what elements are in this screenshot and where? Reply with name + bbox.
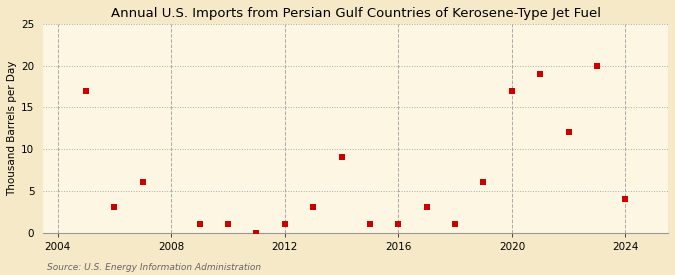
Title: Annual U.S. Imports from Persian Gulf Countries of Kerosene-Type Jet Fuel: Annual U.S. Imports from Persian Gulf Co… [111, 7, 601, 20]
Point [138, 180, 148, 185]
Point [592, 64, 603, 68]
Point [393, 222, 404, 226]
Point [336, 155, 347, 160]
Y-axis label: Thousand Barrels per Day: Thousand Barrels per Day [7, 60, 17, 196]
Point [308, 205, 319, 210]
Point [364, 222, 375, 226]
Point [563, 130, 574, 134]
Text: Source: U.S. Energy Information Administration: Source: U.S. Energy Information Administ… [47, 263, 261, 272]
Point [109, 205, 119, 210]
Point [421, 205, 432, 210]
Point [478, 180, 489, 185]
Point [450, 222, 460, 226]
Point [620, 197, 631, 201]
Point [80, 89, 91, 93]
Point [535, 72, 545, 76]
Point [223, 222, 234, 226]
Point [194, 222, 205, 226]
Point [506, 89, 517, 93]
Point [279, 222, 290, 226]
Point [251, 230, 262, 235]
